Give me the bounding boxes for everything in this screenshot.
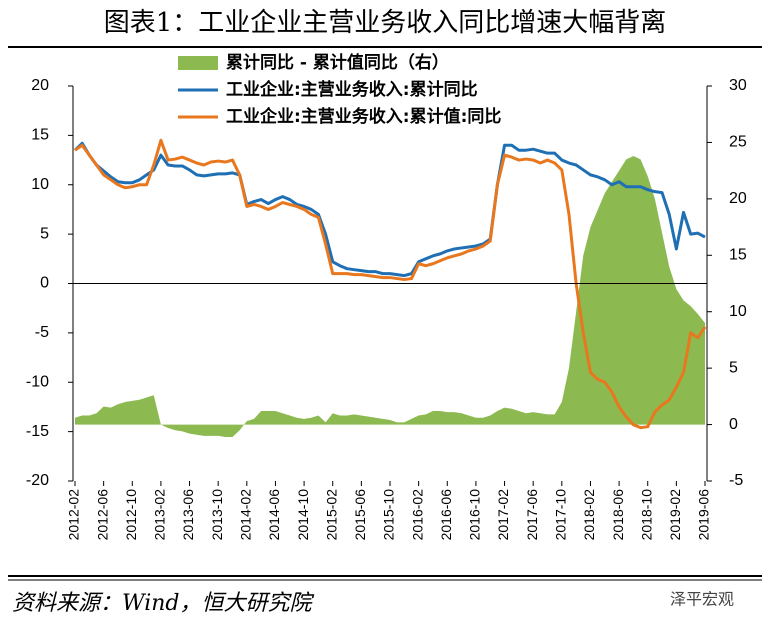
x-tick-label: 2016-06 (438, 489, 454, 541)
y-tick-label: 0 (40, 275, 49, 292)
y2-tick-label: 5 (729, 359, 738, 376)
y2-tick-label: 30 (729, 77, 747, 94)
x-tick-label: 2019-02 (667, 489, 683, 541)
chart-title: 图表1：工业企业主营业务收入同比增速大幅背离 (104, 8, 667, 38)
y-tick-label: -20 (26, 472, 49, 489)
x-tick-label: 2019-06 (696, 489, 712, 541)
y-tick-label: -10 (26, 373, 49, 390)
y2-tick-label: 15 (729, 247, 747, 264)
x-tick-label: 2017-10 (553, 489, 569, 541)
x-tick-label: 2017-02 (495, 489, 511, 541)
y2-tick-label: 20 (729, 190, 747, 207)
x-tick-label: 2014-02 (238, 489, 254, 541)
y2-tick-label: 25 (729, 134, 747, 151)
x-tick-label: 2012-10 (123, 489, 139, 541)
x-tick-label: 2014-10 (295, 489, 311, 541)
x-tick-label: 2015-02 (323, 489, 339, 541)
legend-label: 累计同比 - 累计值同比（右） (226, 52, 449, 73)
source: 资料来源：Wind，恒大研究院 (12, 591, 315, 616)
y2-tick-label: 10 (729, 303, 747, 320)
x-tick-label: 2016-10 (467, 489, 483, 541)
x-tick-label: 2012-06 (94, 489, 110, 541)
y-tick-label: 10 (31, 176, 49, 193)
y-tick-label: 15 (31, 127, 49, 144)
legend-swatch (178, 56, 218, 70)
y-tick-label: -5 (35, 324, 49, 341)
x-tick-label: 2018-06 (610, 489, 626, 541)
y-tick-label: -15 (26, 423, 49, 440)
x-tick-label: 2015-06 (352, 489, 368, 541)
x-tick-label: 2017-06 (524, 489, 540, 541)
y-tick-label: 20 (31, 77, 49, 94)
x-tick-label: 2013-02 (152, 489, 168, 541)
line (74, 138, 707, 430)
line (73, 141, 706, 278)
x-tick-label: 2014-06 (266, 489, 282, 541)
x-tick-label: 2018-10 (638, 489, 654, 541)
x-tick-label: 2018-02 (581, 489, 597, 541)
x-tick-label: 2013-06 (180, 489, 196, 541)
legend-label: 工业企业:主营业务收入:累计值:同比 (226, 106, 501, 127)
y-tick-label: 5 (40, 225, 49, 242)
x-tick-label: 2016-02 (409, 489, 425, 541)
y2-tick-label: -5 (729, 472, 743, 489)
x-tick-label: 2015-10 (381, 489, 397, 541)
watermark: 泽平宏观 (670, 590, 734, 609)
x-tick-label: 2012-02 (66, 489, 82, 541)
legend-label: 工业企业:主营业务收入:累计同比 (226, 79, 478, 100)
x-tick-label: 2013-10 (209, 489, 225, 541)
y2-tick-label: 0 (729, 416, 738, 433)
area (75, 155, 705, 437)
